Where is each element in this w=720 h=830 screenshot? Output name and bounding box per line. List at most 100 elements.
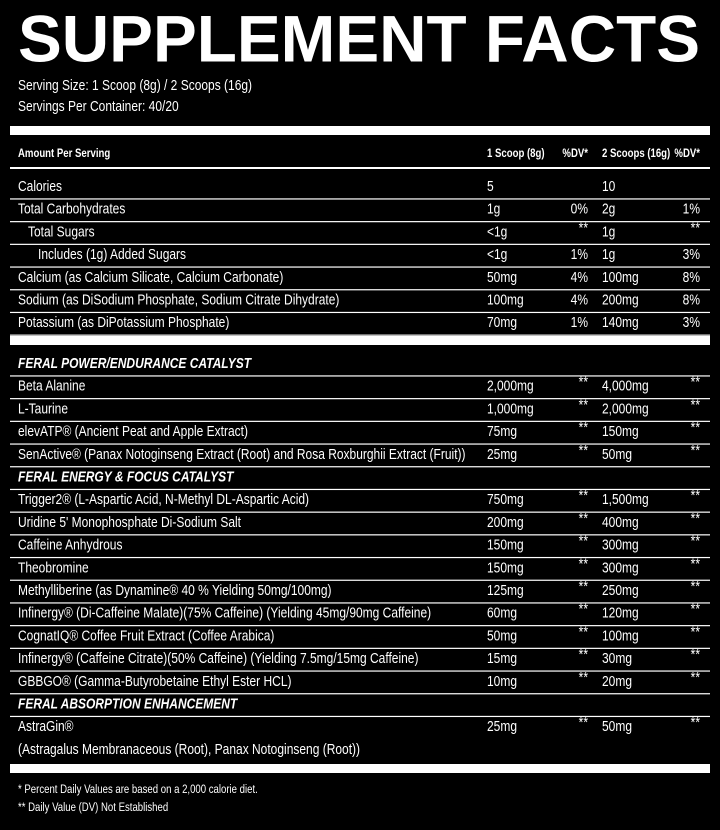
title: SUPPLEMENT FACTS [18, 1, 700, 75]
dv-1-scoop: ** [579, 669, 589, 686]
row-rule [10, 579, 710, 581]
ingredient-detail: (Astragalus Membranaceous (Root), Panax … [18, 741, 360, 758]
column-header: 1 Scoop (8g) [487, 147, 545, 160]
amount-1-scoop: 200mg [487, 514, 524, 531]
amount-1-scoop: 150mg [487, 536, 524, 553]
servings-per-container: Servings Per Container: 40/20 [18, 98, 179, 115]
amount-1-scoop: 15mg [487, 650, 517, 667]
row-rule [10, 198, 710, 200]
ingredient-name: GBBGO® (Gamma-Butyrobetaine Ethyl Ester … [18, 673, 291, 690]
dv-1-scoop: ** [579, 555, 589, 572]
ingredient-name: Total Sugars [28, 223, 95, 240]
row-rule [10, 289, 710, 291]
amount-2-scoops: 300mg [602, 536, 639, 553]
amount-1-scoop: 25mg [487, 718, 517, 735]
row-rule [10, 556, 710, 559]
amount-2-scoops: 50mg [602, 446, 632, 463]
amount-1-scoop: 75mg [487, 423, 517, 440]
amount-1-scoop: 750mg [487, 491, 524, 508]
ingredient-name: Methylliberine (as Dynamine® 40 % Yieldi… [18, 582, 332, 599]
amount-1-scoop: 10mg [487, 673, 517, 690]
ingredient-name: elevATP® (Ancient Peat and Apple Extract… [18, 423, 248, 440]
ingredient-name: Uridine 5' Monophosphate Di-Sodium Salt [18, 514, 241, 531]
thick-rule [10, 764, 710, 773]
amount-2-scoops: 250mg [602, 582, 639, 599]
amount-1-scoop: 50mg [487, 269, 517, 286]
section-title: FERAL ENERGY & FOCUS CATALYST [18, 468, 235, 485]
dv-2-scoops: 3% [683, 246, 700, 263]
dv-2-scoops: ** [691, 396, 701, 413]
ingredient-name: Infinergy® (Caffeine Citrate)(50% Caffei… [18, 650, 418, 667]
dv-1-scoop: 4% [571, 291, 588, 308]
dv-2-scoops: ** [691, 646, 701, 663]
amount-2-scoops: 1g [602, 246, 615, 263]
amount-2-scoops: 2g [602, 200, 615, 217]
dv-1-scoop: ** [579, 578, 589, 595]
dv-2-scoops: ** [691, 714, 701, 731]
dv-2-scoops: 1% [683, 200, 700, 217]
row-rule [10, 420, 710, 422]
ingredient-name: Beta Alanine [18, 377, 85, 394]
dv-2-scoops: ** [691, 555, 701, 572]
dv-1-scoop: 1% [571, 246, 588, 263]
dv-2-scoops: ** [691, 578, 701, 595]
amount-1-scoop: 25mg [487, 446, 517, 463]
row-rule [10, 715, 710, 718]
amount-2-scoops: 20mg [602, 673, 632, 690]
row-rule [10, 693, 710, 695]
column-header: 2 Scoops (16g) [602, 147, 671, 160]
ingredient-name: Calcium (as Calcium Silicate, Calcium Ca… [18, 269, 283, 286]
row-rule [10, 398, 710, 400]
amount-2-scoops: 100mg [602, 627, 639, 644]
ingredient-name: Trigger2® (L-Aspartic Acid, N-Methyl DL-… [18, 491, 309, 508]
ingredient-name: Infinergy® (Di-Caffeine Malate)(75% Caff… [18, 604, 431, 621]
row-rule [10, 311, 710, 314]
row-rule [10, 221, 710, 223]
dv-2-scoops: ** [691, 419, 701, 436]
dv-1-scoop: ** [579, 373, 589, 390]
row-rule [10, 443, 710, 445]
row-rule [10, 243, 710, 245]
amount-1-scoop: 60mg [487, 604, 517, 621]
dv-2-scoops: ** [691, 669, 701, 686]
dv-1-scoop: ** [579, 510, 589, 527]
amount-2-scoops: 100mg [602, 269, 639, 286]
row-rule [10, 466, 710, 468]
amount-2-scoops: 2,000mg [602, 400, 649, 417]
section-title: FERAL POWER/ENDURANCE CATALYST [18, 355, 253, 372]
ingredient-name: Sodium (as DiSodium Phosphate, Sodium Ci… [18, 291, 339, 308]
amount-2-scoops: 1g [602, 223, 615, 240]
dv-2-scoops: 3% [683, 314, 700, 331]
amount-1-scoop: 100mg [487, 291, 524, 308]
dv-1-scoop: 4% [571, 269, 588, 286]
ingredient-name: AstraGin® [18, 718, 74, 735]
dv-1-scoop: ** [579, 442, 589, 459]
row-rule [10, 266, 710, 268]
dv-2-scoops: ** [691, 510, 701, 527]
row-rule [10, 488, 710, 491]
amount-2-scoops: 400mg [602, 514, 639, 531]
dv-1-scoop: ** [579, 623, 589, 640]
amount-2-scoops: 200mg [602, 291, 639, 308]
amount-2-scoops: 4,000mg [602, 377, 649, 394]
row-rule [10, 647, 710, 649]
ingredient-name: CognatIQ® Coffee Fruit Extract (Coffee A… [18, 627, 274, 644]
amount-1-scoop: <1g [487, 246, 507, 263]
amount-1-scoop: <1g [487, 223, 507, 240]
column-header: %DV* [562, 147, 588, 160]
amount-1-scoop: 1g [487, 200, 500, 217]
row-rule [10, 602, 710, 604]
amount-1-scoop: 70mg [487, 314, 517, 331]
amount-1-scoop: 5 [487, 178, 494, 195]
row-rule [10, 334, 710, 336]
dv-1-scoop: ** [579, 600, 589, 617]
row-rule [10, 625, 710, 627]
ingredient-name: L-Taurine [18, 400, 68, 417]
amount-2-scoops: 30mg [602, 650, 632, 667]
amount-2-scoops: 10 [602, 178, 616, 195]
thick-rule [10, 336, 710, 345]
dv-2-scoops: ** [691, 600, 701, 617]
ingredient-name: Potassium (as DiPotassium Phosphate) [18, 314, 229, 331]
dv-2-scoops: ** [691, 373, 701, 390]
